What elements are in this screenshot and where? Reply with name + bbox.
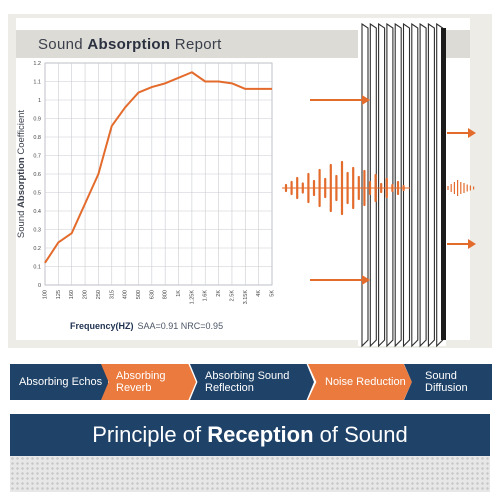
step-absorbing-sound-reflection: Absorbing Sound Reflection (190, 364, 314, 400)
x-tick-label: 125 (56, 290, 62, 299)
x-tick-label: 400 (123, 290, 129, 299)
x-tick-label: 800 (163, 290, 169, 299)
y-tick-label: 0.7 (33, 154, 41, 160)
y-tick-label: 0.2 (33, 246, 41, 252)
step-noise-reduction: Noise Reduction (308, 364, 412, 400)
x-axis-label: Frequency(HZ) (70, 321, 134, 331)
mesh-pattern (10, 456, 490, 492)
x-tick-label: 2.5K (229, 290, 235, 302)
x-tick-label: 3.15K (243, 290, 249, 305)
y-tick-label: 1.1 (33, 80, 41, 86)
y-tick-label: 1.2 (33, 61, 41, 67)
x-tick-label: 630 (149, 290, 155, 299)
y-tick-label: 0.8 (33, 135, 41, 141)
x-tick-label: 160 (69, 290, 75, 299)
x-tick-label: 1.25K (189, 290, 195, 305)
y-tick-label: 0.9 (33, 117, 41, 123)
x-tick-label: 2K (216, 290, 222, 297)
panel-edge (441, 28, 446, 340)
acoustic-slat (369, 22, 377, 348)
arrow-right-icon (362, 275, 370, 285)
process-steps: Absorbing Echos Absorbing Reverb Absorbi… (10, 364, 492, 400)
x-tick-label: 100 (43, 290, 49, 299)
acoustic-slat (411, 22, 419, 348)
x-tick-label: 250 (96, 290, 102, 299)
x-tick-label: 1.6K (203, 290, 209, 302)
y-tick-label: 0.1 (33, 265, 41, 271)
x-tick-label: 1K (176, 290, 182, 297)
step-sound-diffusion: Sound Diffusion (404, 364, 492, 400)
arrow-right-icon (468, 239, 476, 249)
acoustic-slat (419, 22, 427, 348)
absorption-line (44, 71, 272, 264)
x-tick-label: 5K (270, 290, 276, 297)
acoustic-slat (427, 22, 435, 348)
arrow-right-icon (468, 128, 476, 138)
x-tick-label: 500 (136, 290, 142, 299)
x-tick-label: 315 (109, 290, 115, 299)
y-tick-label: 1 (38, 98, 41, 104)
x-tick-label: 4K (256, 290, 262, 297)
step-absorbing-echos: Absorbing Echos (10, 364, 108, 400)
x-axis-caption: Frequency(HZ) SAA=0.91 NRC=0.95 (70, 321, 223, 331)
arrow-right-icon (362, 95, 370, 105)
report-title: Sound Absorption Report (38, 36, 222, 53)
step-absorbing-reverb: Absorbing Reverb (101, 364, 196, 400)
y-tick-label: 0 (38, 283, 41, 289)
principle-banner: Principle of Reception of Sound (10, 414, 490, 456)
y-tick-label: 0.4 (33, 209, 41, 215)
rating-metrics: SAA=0.91 NRC=0.95 (137, 321, 224, 331)
acoustic-slat (402, 22, 411, 348)
y-tick-label: 0.5 (33, 191, 41, 197)
x-tick-label: 200 (83, 290, 89, 299)
acoustic-slat (386, 22, 394, 348)
y-tick-label: 0.3 (33, 228, 41, 234)
y-tick-label: 0.6 (33, 172, 41, 178)
y-axis-label: Sound Absorption Coefficient (16, 110, 27, 239)
